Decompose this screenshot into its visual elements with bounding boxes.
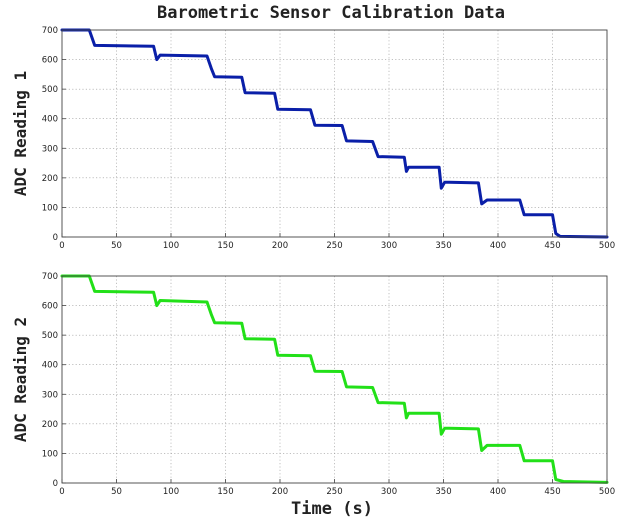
x-tick-label: 50 [111, 487, 122, 497]
series-line [60, 28, 609, 239]
x-tick-label: 250 [326, 487, 342, 497]
x-axis-label: Time (s) [291, 499, 373, 519]
x-tick-label: 300 [381, 487, 397, 497]
x-tick-label: 100 [163, 241, 179, 251]
x-tick-label: 200 [272, 241, 288, 251]
y-tick-label: 100 [42, 449, 58, 459]
y-tick-label: 500 [42, 331, 58, 341]
y-tick-label: 600 [42, 302, 58, 312]
y-axis-label: ADC Reading 2 [11, 317, 30, 442]
x-tick-label: 400 [490, 241, 506, 251]
x-tick-label: 150 [217, 487, 233, 497]
y-axis-label: ADC Reading 1 [11, 71, 30, 196]
y-tick-label: 100 [42, 203, 58, 213]
series-line [60, 274, 609, 484]
y-tick-label: 700 [42, 26, 58, 36]
x-tick-label: 450 [544, 241, 560, 251]
x-tick-label: 350 [435, 487, 451, 497]
y-tick-label: 400 [42, 361, 58, 371]
x-tick-label: 450 [544, 487, 560, 497]
chart-panel-1: 0 50 100 150 200 250 300 350 400 450 500 0 100 200 300… [11, 26, 615, 251]
y-tick-label: 300 [42, 144, 58, 154]
chart-panel-2: 0 50 100 150 200 250 300 350 400 450 500 0 100 200 300… [11, 272, 615, 497]
x-tick-label: 0 [59, 487, 64, 497]
chart-title: Barometric Sensor Calibration Data [157, 3, 505, 23]
y-tick-label: 0 [53, 233, 58, 243]
x-tick-label: 100 [163, 487, 179, 497]
x-tick-label: 400 [490, 487, 506, 497]
x-tick-label: 500 [599, 487, 615, 497]
x-tick-label: 0 [59, 241, 64, 251]
x-tick-label: 200 [272, 487, 288, 497]
y-tick-label: 500 [42, 85, 58, 95]
x-tick-label: 300 [381, 241, 397, 251]
x-tick-label: 250 [326, 241, 342, 251]
y-tick-label: 700 [42, 272, 58, 282]
x-tick-label: 150 [217, 241, 233, 251]
y-tick-label: 400 [42, 115, 58, 125]
x-tick-label: 50 [111, 241, 122, 251]
x-tick-label: 350 [435, 241, 451, 251]
y-tick-label: 300 [42, 390, 58, 400]
y-tick-label: 200 [42, 420, 58, 430]
y-tick-label: 600 [42, 56, 58, 66]
y-tick-label: 200 [42, 174, 58, 184]
y-tick-label: 0 [53, 479, 58, 489]
x-tick-label: 500 [599, 241, 615, 251]
